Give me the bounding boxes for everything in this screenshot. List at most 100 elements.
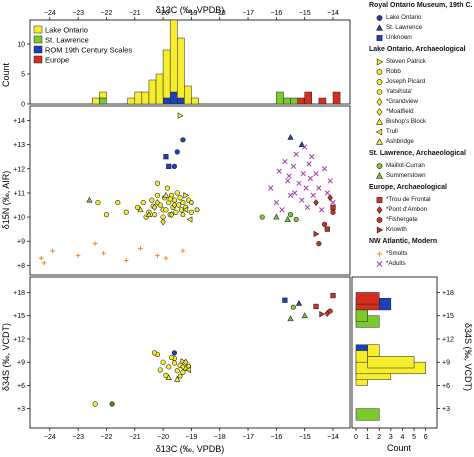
nitrogen-point	[330, 199, 336, 206]
top-x-tick-label: −17	[242, 10, 254, 17]
sulfur-ytick-label: +15	[13, 313, 25, 320]
nitrogen-point	[292, 190, 298, 196]
top-histogram-bar	[162, 97, 171, 105]
sulfur-point	[180, 358, 187, 365]
nitrogen-ytick-label: +11	[14, 190, 25, 197]
sulfur-point	[301, 312, 308, 319]
nitrogen-point	[293, 216, 299, 223]
right-histogram: 0 1 2 3 4 5 6 +3 +6 +9 +12 +15 +18	[351, 276, 454, 441]
legend-marker-icon	[376, 108, 383, 116]
bottom-x-tick-label: −15	[299, 434, 311, 441]
nitrogen-point	[321, 221, 328, 227]
legend-item-label: Bishop's Block	[386, 118, 427, 125]
sulfur-ytick-label: +12	[13, 336, 25, 343]
legend-marker	[376, 35, 383, 41]
sulfur-point	[157, 367, 163, 373]
top-x-tick-label: −20	[157, 10, 169, 17]
legend-item-label: Maillot-Curran	[386, 162, 425, 169]
top-histogram-ylabel: Count	[1, 63, 11, 88]
sulfur-point	[330, 292, 336, 299]
right-histogram-bar	[367, 344, 380, 357]
nitrogen-point	[302, 144, 308, 150]
legend-marker	[376, 206, 383, 214]
top-histogram-legend-label: Europe	[45, 56, 69, 65]
nitrogen-point	[174, 149, 180, 155]
nitrogen-point	[152, 212, 158, 218]
sulfur-point	[282, 297, 288, 303]
top-histogram-bar	[318, 97, 327, 105]
nitrogen-point	[140, 199, 146, 206]
legend-marker	[376, 98, 383, 106]
top-histogram-legend-swatch	[33, 45, 43, 54]
sulfur-point	[171, 350, 178, 356]
nitrogen-point	[103, 212, 110, 218]
nitrogen-point	[276, 168, 282, 174]
nitrogen-point	[313, 199, 319, 207]
top-histogram-bar	[184, 85, 192, 105]
nitrogen-point	[268, 185, 274, 191]
top-x-tick-label: −14	[327, 10, 339, 17]
right-histogram-bar	[355, 350, 368, 363]
nitrogen-point	[330, 209, 336, 215]
nitrogen-point	[75, 253, 81, 258]
sulfur-point	[165, 374, 172, 381]
sulfur-point	[166, 364, 172, 370]
nitrogen-point	[290, 163, 297, 170]
legend-marker	[376, 217, 383, 223]
legend-marker	[376, 58, 384, 66]
legend-marker	[376, 69, 383, 75]
nitrogen-point	[284, 216, 291, 222]
nitrogen-point	[180, 137, 186, 143]
right-histogram-bar	[355, 292, 380, 305]
nitrogen-point	[300, 170, 306, 177]
right-histogram-xtick-label: 5	[412, 434, 416, 441]
legend-marker-icon	[376, 79, 383, 85]
top-histogram-bar	[191, 97, 199, 105]
top-histogram-bar	[276, 91, 284, 105]
nitrogen-point	[324, 190, 330, 196]
top-x-tick-label: −19	[185, 10, 197, 17]
legend-marker	[376, 79, 383, 85]
legend-marker-icon	[376, 24, 383, 31]
nitrogen-point	[177, 195, 183, 201]
legend-marker-icon	[376, 69, 383, 75]
nitrogen-point	[166, 163, 172, 169]
sulfur-ytick-label: +6	[17, 383, 25, 390]
sulfur-point	[290, 304, 296, 310]
legend-marker-icon	[376, 163, 383, 169]
nitrogen-point	[92, 241, 98, 246]
nitrogen-panel-frame	[29, 105, 351, 276]
nitrogen-point	[282, 158, 288, 165]
legend-marker-icon	[376, 197, 383, 203]
bottom-x-tick-label: −17	[242, 434, 254, 441]
top-histogram-bar	[92, 97, 100, 105]
top-histogram-bar	[304, 91, 313, 105]
top-x-axis: −24 −23 −22 −21 −20 −19 −18 −17 −16 −15 −14	[44, 10, 339, 20]
legend-item-label: *Smolts	[386, 250, 408, 257]
nitrogen-point	[327, 194, 333, 202]
legend-marker	[376, 118, 383, 125]
top-x-tick-label: −22	[101, 10, 113, 17]
right-histogram-xtick-label: 6	[424, 434, 428, 441]
legend-item-label: Joseph Picard	[386, 78, 426, 85]
sulfur-point	[174, 375, 181, 382]
nitrogen-point	[273, 213, 280, 220]
legend-item-label: Steven Patrick	[386, 58, 426, 65]
top-x-tick-label: −18	[214, 10, 226, 17]
sulfur-point	[171, 360, 178, 366]
sulfur-ylabel: δ34S (‰, VCDT)	[1, 323, 11, 391]
nitrogen-point	[163, 255, 169, 261]
nitrogen-point	[123, 209, 129, 215]
nitrogen-point	[154, 192, 161, 198]
nitrogen-point	[319, 207, 325, 213]
legend-section-title: Europe, Archaeological	[369, 184, 447, 191]
nitrogen-point	[115, 199, 121, 206]
nitrogen-point	[287, 134, 294, 140]
legend-marker-icon	[376, 251, 383, 257]
nitrogen-point	[324, 226, 330, 232]
legend-marker-icon	[376, 58, 384, 66]
legend-item-label: Ashbridge	[386, 138, 414, 145]
sulfur-point	[177, 373, 183, 379]
legend-marker	[376, 89, 383, 95]
